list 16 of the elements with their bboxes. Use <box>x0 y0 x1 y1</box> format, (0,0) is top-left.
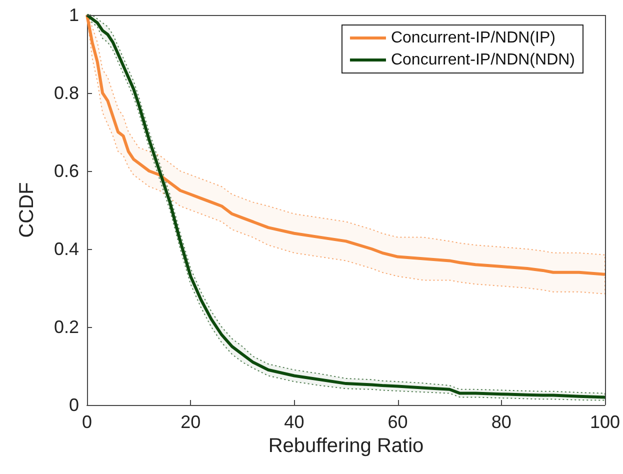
y-tick-label: 0.6 <box>54 161 79 181</box>
y-tick-label: 1 <box>68 5 79 25</box>
x-tick-label: 60 <box>388 412 408 432</box>
y-tick-label: 0.4 <box>54 239 79 259</box>
y-tick-label: 0 <box>68 395 79 415</box>
x-tick-label: 80 <box>491 412 512 432</box>
x-tick-label: 0 <box>82 412 92 432</box>
y-axis-title: CCDF <box>16 182 38 238</box>
x-tick-label: 40 <box>284 412 304 432</box>
y-tick-label: 0.8 <box>54 83 79 103</box>
x-tick-label: 20 <box>180 412 201 432</box>
x-tick-label: 100 <box>590 412 620 432</box>
y-tick-label: 0.2 <box>54 317 79 337</box>
legend-label: Concurrent-IP/NDN(IP) <box>390 30 556 46</box>
legend-label: Concurrent-IP/NDN(NDN) <box>390 52 576 68</box>
x-axis-title: Rebuffering Ratio <box>268 434 424 457</box>
